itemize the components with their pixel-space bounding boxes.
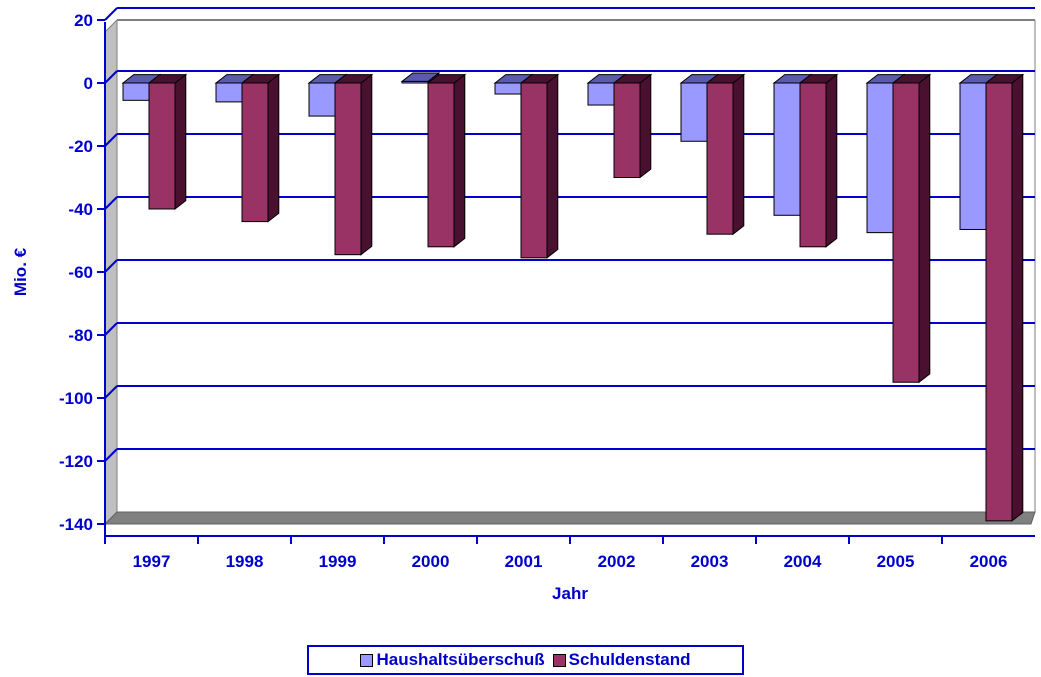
y-axis-title: Mio. € xyxy=(11,247,30,296)
bar xyxy=(613,82,641,178)
bar xyxy=(122,82,150,101)
side-wall xyxy=(104,18,118,526)
bar-side xyxy=(732,73,745,236)
gridline-diag xyxy=(104,133,118,147)
bar xyxy=(985,82,1013,522)
bar-side xyxy=(174,73,187,211)
x-tick-label: 1998 xyxy=(226,552,264,571)
bar xyxy=(427,82,455,248)
bar-top xyxy=(798,74,839,84)
bar xyxy=(308,82,336,117)
bar-top xyxy=(426,74,467,84)
bar-side xyxy=(825,73,838,248)
gridline-diag xyxy=(104,322,118,336)
floor xyxy=(103,511,1036,525)
x-axis-title: Jahr xyxy=(552,584,588,603)
bar-side xyxy=(639,73,652,179)
legend-label-schuldenstand: Schuldenstand xyxy=(568,650,691,669)
bar xyxy=(799,82,827,248)
x-tick-label: 2006 xyxy=(970,552,1008,571)
bar xyxy=(706,82,734,235)
bar xyxy=(680,82,708,142)
y-tick-label: -120 xyxy=(59,452,93,471)
legend-item-schuldenstand: Schuldenstand xyxy=(552,650,691,670)
bar xyxy=(215,82,243,103)
bar xyxy=(494,82,522,95)
y-tick-label: 20 xyxy=(74,11,93,30)
gridline-diag xyxy=(104,448,118,462)
gridline-diag xyxy=(104,7,118,21)
bar-top xyxy=(705,74,746,84)
y-tick-label: -60 xyxy=(68,263,93,282)
y-tick-label: -140 xyxy=(59,515,93,534)
x-tick-label: 2001 xyxy=(505,552,543,571)
x-tick-label: 2000 xyxy=(412,552,450,571)
bar-top xyxy=(984,74,1025,84)
bar xyxy=(587,82,615,106)
gridline-diag xyxy=(104,70,118,84)
bar-top xyxy=(240,74,281,84)
y-tick-label: -20 xyxy=(68,137,93,156)
bar xyxy=(892,82,920,383)
bar-side xyxy=(918,73,931,384)
y-tick-label: -100 xyxy=(59,389,93,408)
x-tick-label: 2003 xyxy=(691,552,729,571)
bar-top xyxy=(519,74,560,84)
bar-top xyxy=(333,74,374,84)
bar xyxy=(866,82,894,234)
x-tick-label: 1997 xyxy=(133,552,171,571)
bar xyxy=(773,82,801,216)
bar-top xyxy=(891,74,932,84)
bar-top xyxy=(612,74,653,84)
bar-side xyxy=(546,73,559,259)
legend-label-haushaltsueberschuss: Haushaltsüberschuß xyxy=(376,650,545,669)
gridline-diag xyxy=(104,385,118,399)
legend-swatch-schuldenstand xyxy=(552,653,566,667)
bar xyxy=(334,82,362,256)
bar-chart: 20 0 -20 -40 -60 -80 -100 -120 -140 1997 1998 1999 2… xyxy=(11,7,1036,603)
bar xyxy=(520,82,548,259)
bar xyxy=(241,82,269,223)
y-tick-label: -80 xyxy=(68,326,93,345)
y-tick-label: 0 xyxy=(84,74,93,93)
legend-item-haushaltsueberschuss: Haushaltsüberschuß xyxy=(360,650,545,670)
bar-side xyxy=(360,73,373,256)
bar-side xyxy=(267,73,280,223)
x-tick-label: 2002 xyxy=(598,552,636,571)
bar xyxy=(959,82,987,230)
gridline-diag xyxy=(104,259,118,273)
gridline-diag xyxy=(104,196,118,210)
x-tick-label: 2004 xyxy=(784,552,822,571)
bar xyxy=(148,82,176,210)
bar-side xyxy=(453,73,466,248)
x-tick-label: 1999 xyxy=(319,552,357,571)
y-tick-label: -40 xyxy=(68,200,93,219)
x-tick-label: 2005 xyxy=(877,552,915,571)
bar-top xyxy=(400,72,441,82)
bar-side xyxy=(1011,73,1024,522)
legend-swatch-haushaltsueberschuss xyxy=(360,653,374,667)
legend: Haushaltsüberschuß Schuldenstand xyxy=(307,645,744,675)
bar-top xyxy=(147,74,188,84)
